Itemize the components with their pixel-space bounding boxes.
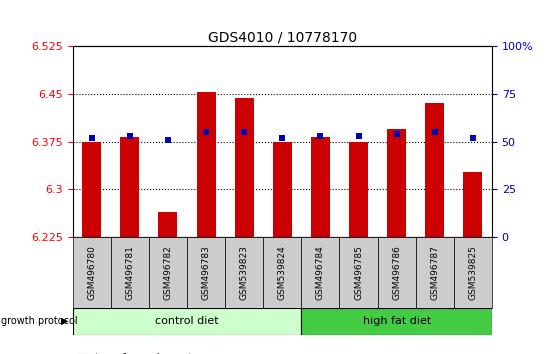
Text: GSM496785: GSM496785 xyxy=(354,245,363,300)
Bar xyxy=(158,212,178,237)
Title: GDS4010 / 10778170: GDS4010 / 10778170 xyxy=(208,31,357,45)
Bar xyxy=(120,137,139,237)
Bar xyxy=(235,98,254,237)
Text: GSM496783: GSM496783 xyxy=(202,245,211,300)
Text: GSM496787: GSM496787 xyxy=(430,245,439,300)
Bar xyxy=(301,237,339,308)
Bar xyxy=(273,142,292,237)
Bar xyxy=(263,237,301,308)
Bar xyxy=(111,237,149,308)
Text: control diet: control diet xyxy=(155,316,219,326)
Text: transformed count: transformed count xyxy=(95,353,192,354)
Bar xyxy=(311,137,330,237)
Bar xyxy=(82,142,101,237)
Bar xyxy=(197,92,216,237)
Bar xyxy=(73,237,111,308)
Bar xyxy=(301,308,492,335)
Text: GSM496782: GSM496782 xyxy=(163,245,173,300)
Text: GSM496786: GSM496786 xyxy=(392,245,401,300)
Text: growth protocol: growth protocol xyxy=(1,316,77,326)
Text: ■: ■ xyxy=(78,353,89,354)
Bar xyxy=(387,129,406,237)
Text: ▶: ▶ xyxy=(60,316,68,326)
Bar xyxy=(187,237,225,308)
Text: GSM539825: GSM539825 xyxy=(468,245,477,300)
Text: GSM496784: GSM496784 xyxy=(316,245,325,300)
Text: high fat diet: high fat diet xyxy=(362,316,431,326)
Bar xyxy=(377,237,416,308)
Bar xyxy=(349,142,368,237)
Bar xyxy=(225,237,263,308)
Bar xyxy=(463,172,482,237)
Bar xyxy=(339,237,377,308)
Bar xyxy=(425,103,444,237)
Bar xyxy=(73,308,301,335)
Bar xyxy=(454,237,492,308)
Bar xyxy=(149,237,187,308)
Text: GSM496780: GSM496780 xyxy=(87,245,96,300)
Text: GSM539823: GSM539823 xyxy=(240,245,249,300)
Text: GSM496781: GSM496781 xyxy=(125,245,134,300)
Text: GSM539824: GSM539824 xyxy=(278,245,287,300)
Bar xyxy=(416,237,454,308)
